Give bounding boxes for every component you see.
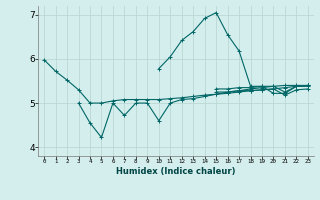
X-axis label: Humidex (Indice chaleur): Humidex (Indice chaleur) xyxy=(116,167,236,176)
